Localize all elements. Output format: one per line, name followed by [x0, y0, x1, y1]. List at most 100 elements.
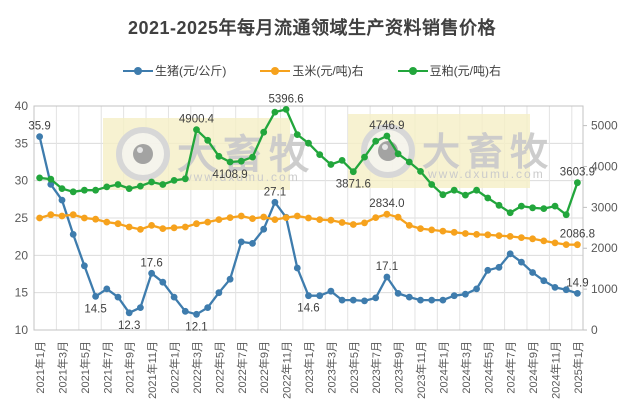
svg-text:14.5: 14.5	[84, 303, 106, 315]
data-point	[137, 226, 144, 233]
data-point	[204, 218, 212, 226]
data-point	[349, 168, 357, 176]
svg-text:3603.9: 3603.9	[560, 167, 595, 179]
svg-text:4746.9: 4746.9	[369, 120, 404, 132]
plot-border	[33, 105, 584, 331]
svg-text:14.6: 14.6	[297, 303, 319, 315]
data-point	[338, 219, 346, 226]
data-point	[193, 310, 200, 318]
svg-text:35: 35	[15, 136, 29, 150]
data-point	[518, 202, 525, 210]
svg-text:2000: 2000	[591, 241, 618, 255]
data-point	[473, 231, 480, 238]
data-point	[529, 235, 536, 243]
data-point	[383, 132, 391, 140]
data-point	[462, 230, 469, 237]
svg-text:2022年5月: 2022年5月	[212, 341, 226, 394]
series-0	[36, 133, 581, 318]
data-point	[417, 168, 424, 175]
data-point	[125, 309, 133, 317]
data-point	[372, 294, 380, 302]
data-point	[249, 153, 256, 161]
svg-text:大畜牧: 大畜牧	[422, 132, 554, 174]
svg-text:2023年11月: 2023年11月	[414, 341, 428, 399]
svg-text:2021年7月: 2021年7月	[100, 341, 114, 394]
legend-marker-icon	[397, 66, 428, 75]
data-point	[361, 297, 368, 305]
watermark-eye-icon	[116, 127, 170, 181]
data-point	[562, 211, 570, 219]
svg-text:4000: 4000	[591, 159, 618, 173]
data-point	[518, 234, 525, 242]
svg-text:15: 15	[15, 286, 29, 300]
data-point	[473, 285, 480, 293]
data-point	[226, 275, 234, 283]
data-point	[327, 287, 335, 295]
data-point	[114, 220, 122, 228]
data-point	[92, 293, 99, 300]
svg-text:www.dxumu.com: www.dxumu.com	[427, 167, 545, 181]
svg-text:2024年5月: 2024年5月	[481, 341, 495, 394]
data-point	[148, 222, 156, 229]
data-point	[215, 289, 223, 297]
data-point	[540, 237, 548, 245]
data-point	[417, 296, 424, 304]
svg-text:2024年11月: 2024年11月	[549, 341, 563, 399]
data-point	[282, 214, 290, 222]
data-point	[305, 139, 312, 147]
svg-text:14.9: 14.9	[566, 277, 588, 289]
data-point	[495, 201, 503, 209]
svg-text:2022年11月: 2022年11月	[280, 341, 294, 399]
data-point	[69, 188, 77, 196]
data-point	[58, 185, 66, 193]
data-point	[562, 241, 570, 249]
svg-text:2022年1月: 2022年1月	[168, 341, 182, 394]
data-point	[405, 158, 413, 166]
data-point	[170, 177, 178, 184]
data-point	[361, 153, 368, 161]
svg-text:2023年5月: 2023年5月	[347, 341, 361, 394]
data-point	[114, 181, 122, 188]
svg-text:2021年3月: 2021年3月	[56, 341, 70, 394]
data-point	[450, 186, 458, 194]
svg-text:4108.9: 4108.9	[213, 169, 248, 181]
data-point	[394, 290, 402, 297]
data-point	[462, 191, 469, 199]
data-point	[450, 292, 458, 300]
data-point	[305, 292, 312, 300]
svg-text:2022年3月: 2022年3月	[190, 341, 204, 394]
svg-text:2025年1月: 2025年1月	[571, 341, 585, 394]
data-point	[193, 126, 200, 134]
data-point	[417, 225, 424, 233]
legend-marker-icon	[260, 66, 291, 75]
data-point	[518, 258, 525, 266]
data-point	[405, 222, 413, 229]
legend-label: 豆粕(元/吨)右	[429, 64, 501, 78]
data-point	[484, 231, 492, 239]
data-point	[540, 205, 548, 213]
data-point	[181, 223, 189, 231]
data-point	[103, 285, 111, 293]
svg-text:2024年7月: 2024年7月	[504, 341, 518, 394]
data-point	[159, 278, 167, 286]
svg-text:0: 0	[591, 323, 598, 337]
data-point	[193, 220, 200, 228]
data-point	[69, 231, 77, 238]
data-point	[137, 304, 144, 311]
data-point	[562, 286, 570, 294]
data-point	[439, 227, 447, 235]
svg-text:4900.4: 4900.4	[179, 114, 215, 126]
data-point	[58, 196, 66, 204]
data-point	[181, 307, 189, 315]
legend-item-2: 豆粕(元/吨)右	[397, 62, 501, 79]
data-point	[439, 296, 447, 304]
svg-text:2023年7月: 2023年7月	[369, 341, 383, 394]
series-1	[36, 210, 581, 249]
svg-text:30: 30	[15, 174, 29, 188]
data-point	[92, 186, 99, 194]
data-point	[181, 175, 189, 183]
data-point	[282, 106, 290, 113]
svg-text:2022年9月: 2022年9月	[257, 341, 271, 394]
data-point	[271, 198, 279, 206]
